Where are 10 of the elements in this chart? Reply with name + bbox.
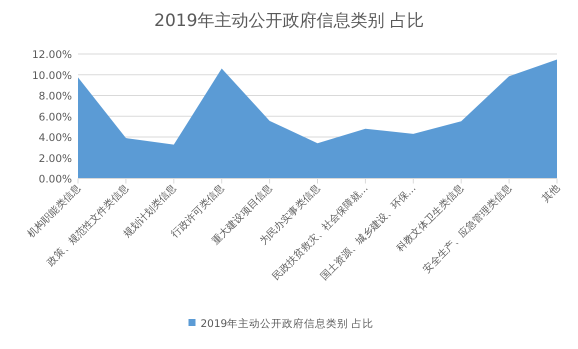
y-tick-label: 6.00% [38, 111, 72, 124]
y-tick-label: 2.00% [38, 152, 72, 165]
y-tick-label: 12.00% [32, 49, 72, 61]
y-tick-label: 8.00% [38, 90, 72, 102]
y-tick-label: 4.00% [38, 132, 72, 144]
y-tick-label: 10.00% [32, 70, 72, 82]
chart-title: 2019年主动公开政府信息类别 占比 [154, 11, 424, 31]
x-tick-label: 其他 [539, 182, 562, 205]
legend-label: 2019年主动公开政府信息类别 占比 [200, 317, 374, 330]
y-tick-label: 0.00% [38, 174, 72, 186]
